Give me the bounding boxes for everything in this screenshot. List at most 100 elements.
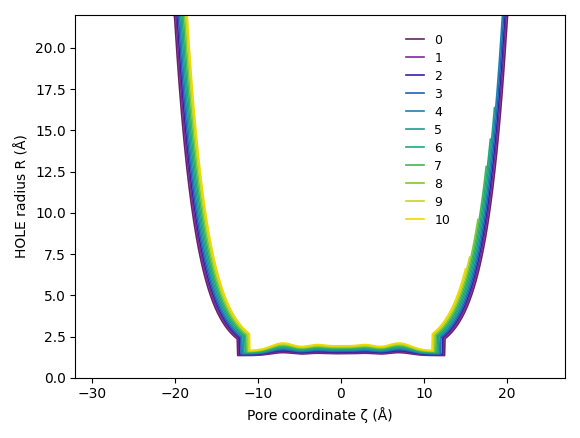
1	[478, 251, 485, 256]
10	[354, 343, 361, 348]
Line: 1: 1	[137, 15, 536, 355]
9	[357, 343, 364, 348]
8	[474, 217, 481, 222]
Line: 4: 4	[84, 15, 557, 353]
0	[143, 12, 150, 18]
4	[368, 348, 375, 353]
6	[441, 327, 448, 332]
Line: 2: 2	[150, 15, 519, 354]
7	[483, 164, 490, 169]
6	[172, 12, 179, 18]
5	[113, 12, 120, 18]
10	[183, 12, 190, 18]
Y-axis label: HOLE radius R (Å): HOLE radius R (Å)	[15, 134, 30, 258]
1	[532, 12, 539, 18]
2	[361, 349, 368, 354]
1	[159, 12, 166, 18]
5	[436, 333, 443, 339]
4	[382, 348, 389, 353]
Line: 5: 5	[92, 15, 495, 353]
0	[166, 12, 173, 18]
6	[405, 346, 412, 351]
5	[323, 347, 330, 352]
8	[398, 343, 405, 348]
Line: 3: 3	[121, 15, 540, 354]
1	[376, 350, 383, 356]
Line: 0: 0	[146, 15, 528, 356]
1	[440, 353, 447, 358]
Line: 8: 8	[162, 15, 478, 351]
2	[169, 12, 176, 18]
6	[433, 350, 440, 355]
8	[159, 12, 166, 18]
9	[182, 12, 189, 18]
10	[346, 343, 353, 348]
4	[356, 347, 362, 353]
8	[179, 12, 186, 18]
Line: 6: 6	[154, 15, 490, 353]
2	[427, 352, 434, 357]
5	[89, 12, 96, 18]
10	[165, 12, 172, 18]
5	[394, 345, 401, 350]
1	[436, 353, 443, 358]
8	[351, 344, 358, 350]
1	[134, 12, 141, 18]
9	[393, 342, 400, 347]
4	[553, 12, 560, 18]
0	[386, 351, 393, 356]
3	[372, 349, 379, 354]
6	[487, 137, 494, 142]
10	[246, 348, 253, 353]
Legend: 0, 1, 2, 3, 4, 5, 6, 7, 8, 9, 10: 0, 1, 2, 3, 4, 5, 6, 7, 8, 9, 10	[401, 28, 455, 232]
5	[240, 350, 247, 356]
2	[465, 293, 472, 298]
3	[118, 12, 125, 18]
6	[346, 346, 353, 352]
X-axis label: Pore coordinate ζ (Å): Pore coordinate ζ (Å)	[248, 407, 393, 423]
4	[488, 150, 495, 155]
3	[143, 12, 150, 18]
3	[436, 351, 443, 357]
8	[244, 349, 251, 354]
6	[355, 346, 362, 351]
1	[388, 350, 395, 355]
8	[431, 349, 438, 354]
Line: 9: 9	[166, 15, 470, 351]
6	[151, 12, 158, 18]
2	[147, 12, 154, 18]
9	[347, 344, 354, 349]
10	[390, 341, 397, 346]
5	[491, 105, 498, 110]
2	[438, 352, 445, 357]
0	[524, 12, 531, 18]
10	[338, 343, 345, 348]
7	[404, 345, 411, 350]
4	[239, 351, 246, 356]
9	[245, 348, 252, 353]
7	[354, 345, 361, 350]
4	[440, 332, 447, 337]
3	[536, 12, 543, 18]
4	[80, 12, 87, 18]
8	[343, 345, 350, 350]
10	[421, 347, 428, 353]
Line: 10: 10	[168, 15, 465, 350]
5	[346, 347, 353, 352]
7	[155, 12, 162, 18]
2	[371, 350, 378, 355]
2	[382, 350, 389, 355]
Line: 7: 7	[158, 15, 486, 352]
4	[109, 12, 116, 18]
5	[334, 347, 340, 352]
2	[516, 12, 523, 18]
9	[339, 344, 346, 349]
6	[365, 346, 372, 351]
0	[441, 353, 448, 358]
7	[364, 345, 371, 350]
7	[243, 350, 250, 355]
0	[472, 281, 478, 286]
7	[437, 328, 444, 334]
0	[364, 351, 371, 356]
10	[462, 266, 469, 272]
